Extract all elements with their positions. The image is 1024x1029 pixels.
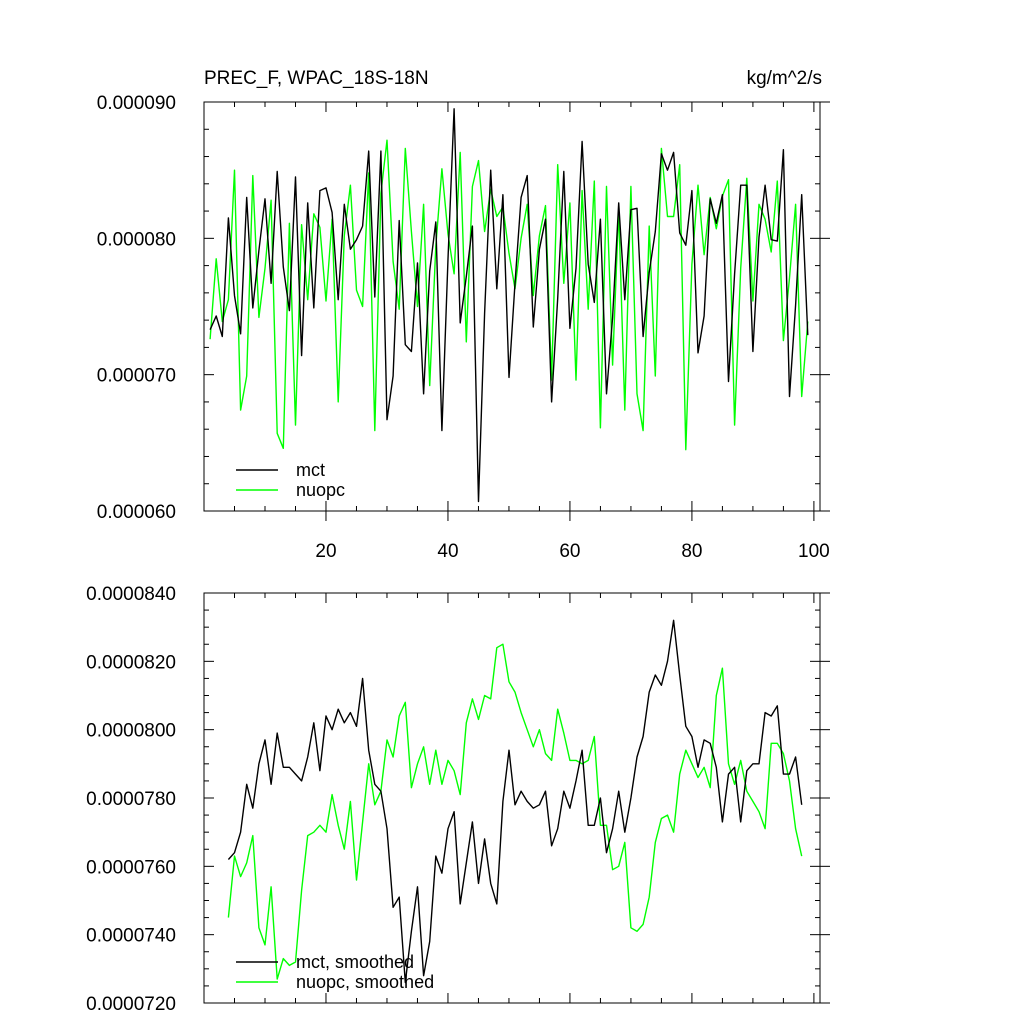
x-tick-label: 60 — [559, 541, 580, 562]
x-tick-label: 40 — [437, 541, 458, 562]
legend-label: nuopc, smoothed — [296, 972, 434, 992]
series-line-mct — [209, 108, 809, 503]
y-tick-label: 0.0000840 — [86, 584, 176, 605]
plot-frame — [203, 592, 821, 1004]
series-line-nuopc-smoothed — [227, 643, 803, 980]
x-tick-label: 20 — [315, 541, 336, 562]
y-tick-label: 0.0000720 — [86, 994, 176, 1015]
legend-label: mct, smoothed — [296, 952, 414, 972]
y-tick-label: 0.000080 — [97, 229, 176, 250]
series-line-nuopc — [209, 139, 809, 451]
chart-title: PREC_F, WPAC_18S-18N — [204, 68, 429, 89]
y-tick-label: 0.000090 — [97, 93, 176, 114]
y-tick-label: 0.0000820 — [86, 652, 176, 673]
y-tick-label: 0.000070 — [97, 366, 176, 387]
legend-label: mct — [296, 460, 325, 480]
chart-units: kg/m^2/s — [747, 68, 822, 89]
y-tick-label: 0.0000780 — [86, 789, 176, 810]
y-tick-label: 0.000060 — [97, 502, 176, 523]
y-tick-label: 0.0000740 — [86, 926, 176, 947]
bottom-panel: 0.0000720 0.0000740 0.0000760 0.0000780 0.00… — [86, 584, 830, 1015]
legend-label: nuopc — [296, 480, 345, 500]
y-tick-label: 0.0000800 — [86, 721, 176, 742]
plot-frame — [203, 101, 821, 512]
top-panel: 20 40 60 80 100 0.000060 0.000070 0.000080 0.000… — [97, 93, 830, 562]
series-line-mct-smoothed — [227, 619, 803, 984]
y-tick-label: 0.0000760 — [86, 857, 176, 878]
x-tick-label: 100 — [798, 541, 830, 562]
x-tick-label: 80 — [681, 541, 702, 562]
